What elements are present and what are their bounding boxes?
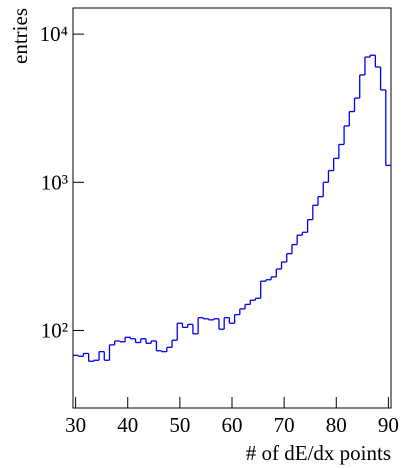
y-tick-label: 10⁴ <box>40 22 68 46</box>
x-axis-title: # of dE/dx points <box>246 441 391 465</box>
y-tick-label: 10³ <box>41 170 68 194</box>
plot-frame <box>72 7 392 409</box>
x-tick-label: 90 <box>378 413 399 437</box>
y-axis-title: entries <box>8 8 32 64</box>
y-tick-label: 10² <box>41 319 68 343</box>
x-tick-label: 30 <box>65 413 86 437</box>
x-tick-label: 70 <box>274 413 295 437</box>
x-tick-label: 80 <box>326 413 347 437</box>
x-tick-label: 60 <box>222 413 243 437</box>
x-tick-label: 40 <box>117 413 138 437</box>
x-tick-label: 50 <box>169 413 190 437</box>
